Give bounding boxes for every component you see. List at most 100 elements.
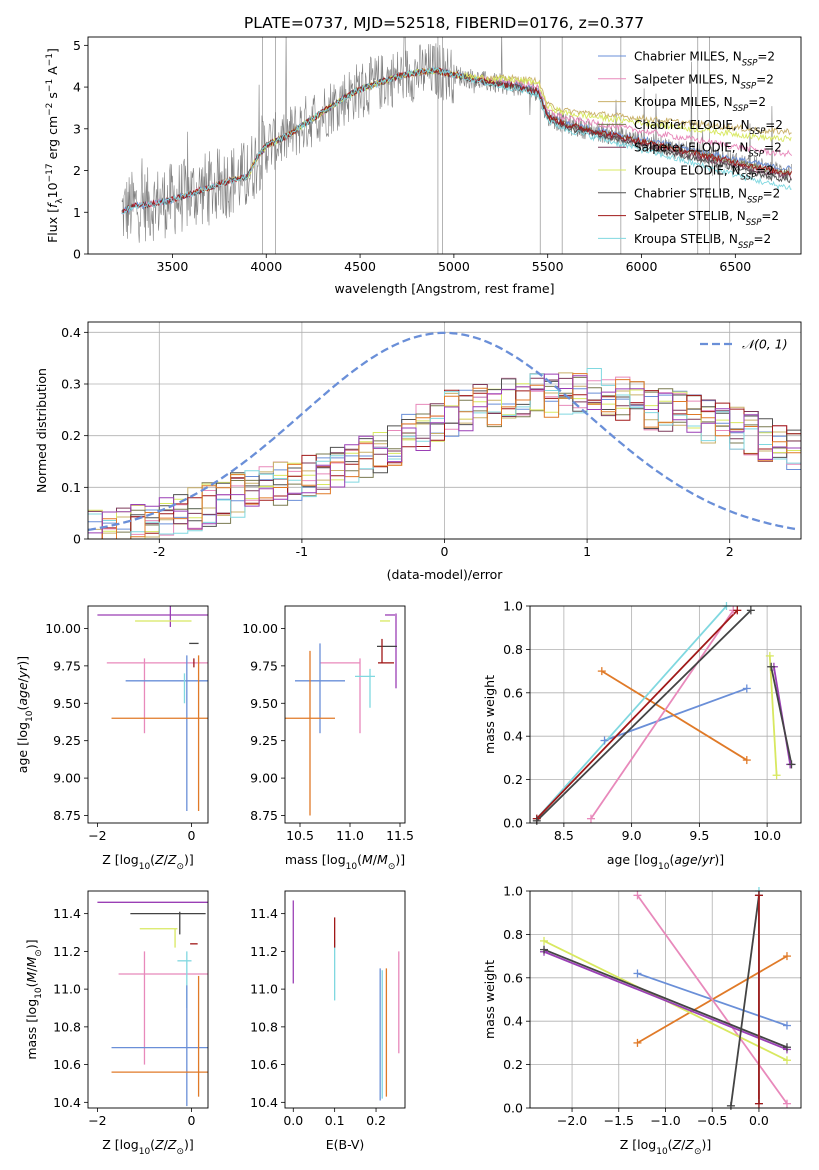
legend-text: =2 xyxy=(754,232,772,246)
axes-frame xyxy=(87,605,209,824)
label-part: / xyxy=(373,852,378,867)
x-tick-label: −2.0 xyxy=(557,1113,587,1128)
label-part: / xyxy=(164,852,169,867)
label-part: mass [log xyxy=(285,852,346,867)
legend-text: Salpeter STELIB, N xyxy=(634,209,746,223)
label-part: )] xyxy=(15,656,30,666)
label-part: 10 xyxy=(139,1147,151,1157)
legend-text: Chabrier STELIB, N xyxy=(634,186,747,200)
label-part: ( xyxy=(24,983,39,988)
label-part: age [log xyxy=(15,722,30,773)
label-part: f xyxy=(45,202,60,208)
x-axis-label: age [log10(age/yr)] xyxy=(607,852,724,872)
gaussian-curve xyxy=(88,331,799,532)
label-part: / xyxy=(698,852,703,867)
plot-area xyxy=(536,606,793,822)
plot-area xyxy=(121,37,793,254)
x-tick-label: 0.1 xyxy=(325,1113,345,1128)
histogram-orange xyxy=(88,373,801,539)
y-tick-label: 9.75 xyxy=(250,658,278,673)
legend-sub: SSP xyxy=(747,195,763,205)
label-part: Z [log xyxy=(102,1137,138,1152)
y-tick-label: 11.4 xyxy=(250,906,278,921)
label-part: M xyxy=(24,972,39,983)
x-tick-label: −2 xyxy=(88,1113,106,1128)
label-part: age [log xyxy=(607,852,658,867)
x-axis-label: Z [log10(Z/Z⊙)] xyxy=(620,1137,712,1157)
x-tick-label: 2 xyxy=(726,544,734,559)
y-axis-label: Flux [fλ10−17 erg cm−2 s−1 A−1] xyxy=(45,48,65,243)
x-tick-label: −1.0 xyxy=(650,1113,680,1128)
x-tick-label: 0 xyxy=(188,828,196,843)
x-axis-label: Z [log10(Z/Z⊙)] xyxy=(102,1137,194,1157)
y-tick-label: 11.0 xyxy=(53,982,81,997)
weight-line xyxy=(543,950,788,1051)
y-axis-label: mass weight xyxy=(482,960,497,1039)
y-tick-label: 10.4 xyxy=(53,1095,81,1110)
label-part: / xyxy=(681,1137,686,1152)
label-part: yr xyxy=(15,665,30,679)
legend-sub: SSP xyxy=(750,127,766,137)
weight-line xyxy=(536,609,752,822)
legend-entry: Salpeter STELIB, NSSP=2 xyxy=(634,209,779,228)
y-tick-label: 0.6 xyxy=(503,685,523,700)
label-part: 10 xyxy=(658,862,670,872)
legend-text: =2 xyxy=(757,50,775,64)
x-tick-label: -2 xyxy=(153,544,165,559)
y-tick-label: 0.0 xyxy=(503,1101,523,1116)
plot-area xyxy=(543,891,788,1106)
y-tick-label: 4 xyxy=(73,80,81,95)
label-part: Z [log xyxy=(102,852,138,867)
legend-text: Salpeter MILES, N xyxy=(634,72,741,86)
plot-area xyxy=(97,606,208,812)
x-tick-label: 3500 xyxy=(157,259,189,274)
weight-line xyxy=(730,895,760,1106)
label-part: Z xyxy=(154,852,164,867)
y-tick-label: 0 xyxy=(73,532,81,547)
axes-frame xyxy=(284,890,406,1109)
weight-line xyxy=(536,606,728,820)
y-tick-label: 10.8 xyxy=(250,1019,278,1034)
y-tick-label: 0.4 xyxy=(503,729,523,744)
axes-mass_vs_EBV: 0.0 0.1 0.2 10.4 10.6 10.8 11.0 11.2 11.4 E(B-V) xyxy=(250,890,406,1152)
label-part: )] xyxy=(184,1137,194,1152)
x-axis-label: mass [log10(M/M⊙)] xyxy=(285,852,405,872)
legend-sub: SSP xyxy=(733,104,749,114)
legend-text: Kroupa ELODIE, N xyxy=(634,164,741,178)
label-part: Z xyxy=(167,852,177,867)
x-tick-label: 10.0 xyxy=(753,828,781,843)
label-part: A xyxy=(45,66,60,79)
label-part: ⊙ xyxy=(388,862,396,872)
x-tick-label: 11.0 xyxy=(336,828,364,843)
legend-text: =2 xyxy=(761,209,779,223)
y-tick-label: 9.00 xyxy=(53,771,81,786)
axes-frame xyxy=(529,890,802,1109)
axes-frame xyxy=(87,890,209,1109)
y-tick-label: 2 xyxy=(73,163,81,178)
x-tick-label: 8.5 xyxy=(554,828,574,843)
label-part: M xyxy=(377,852,388,867)
x-tick-label: 0 xyxy=(441,544,449,559)
weight-line xyxy=(590,609,734,820)
weight-line xyxy=(636,894,788,1105)
y-tick-label: 9.25 xyxy=(250,733,278,748)
label-part: )] xyxy=(184,852,194,867)
legend-entry: Salpeter ELODIE, NSSP=2 xyxy=(634,141,782,160)
x-axis-label: E(B-V) xyxy=(326,1137,365,1152)
x-tick-label: 4500 xyxy=(344,259,376,274)
x-tick-label: 6000 xyxy=(626,259,658,274)
y-tick-label: 0.6 xyxy=(503,970,523,985)
label-part: Z xyxy=(167,1137,177,1152)
axes-mass_vs_Z: −2 010.410.610.811.011.211.4Z [log10(Z/Z⊙… xyxy=(24,890,209,1157)
y-tick-label: 0.8 xyxy=(503,642,523,657)
x-axis-label: Z [log10(Z/Z⊙)] xyxy=(102,852,194,872)
label-part: 10 xyxy=(25,710,35,722)
y-tick-label: 0.1 xyxy=(61,480,81,495)
axes-frame xyxy=(529,605,802,824)
legend-text: Chabrier MILES, N xyxy=(634,50,742,64)
x-tick-label: 5500 xyxy=(532,259,564,274)
y-tick-label: 5 xyxy=(73,38,81,53)
legend-entry: Kroupa ELODIE, NSSP=2 xyxy=(634,164,774,183)
model-line-kroupa-miles xyxy=(172,66,792,203)
